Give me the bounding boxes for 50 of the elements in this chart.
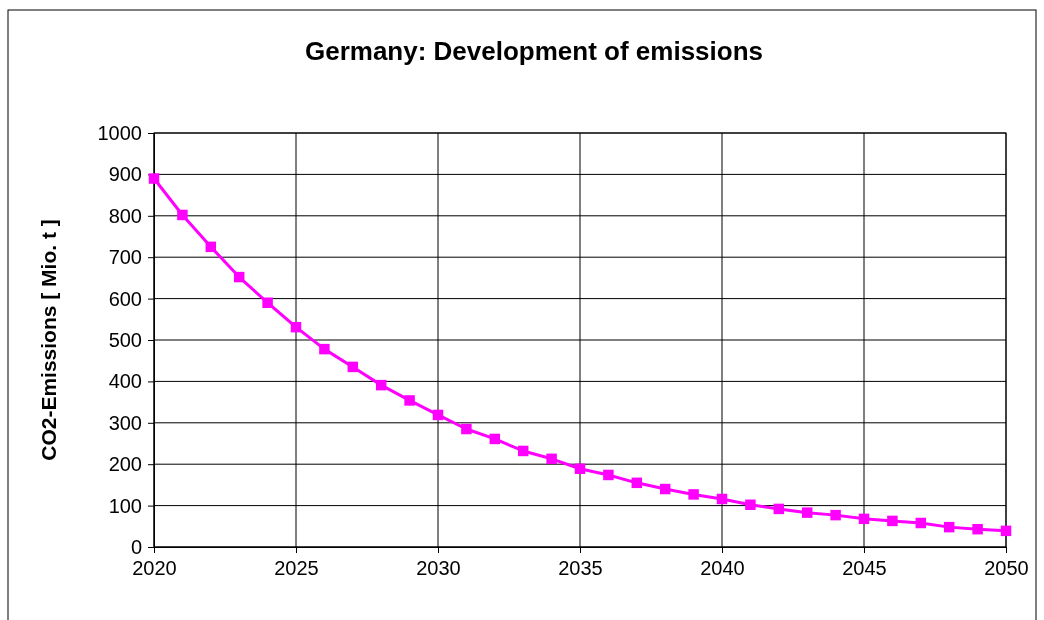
point: [716, 493, 728, 505]
point: [858, 513, 870, 525]
point: [688, 489, 699, 500]
point: [1000, 525, 1012, 537]
y-tick-label: 700: [108, 246, 142, 269]
x-tick-label: 2030: [416, 557, 461, 580]
point: [546, 453, 557, 465]
point: [262, 297, 273, 308]
point: [205, 241, 217, 253]
y-tick-label: 600: [108, 287, 142, 310]
y-tick-label: 500: [108, 328, 142, 351]
point: [290, 321, 302, 333]
point: [659, 483, 671, 495]
point: [972, 523, 983, 535]
point: [801, 507, 813, 518]
point: [830, 509, 841, 521]
y-tick-label: 900: [108, 163, 142, 186]
y-tick-label: 1000: [97, 121, 142, 144]
y-tick-label: 200: [108, 453, 142, 476]
y-tick-label: 400: [108, 370, 142, 393]
point: [517, 445, 529, 457]
point: [489, 433, 501, 445]
y-tick-label: 300: [108, 411, 142, 434]
point: [404, 395, 415, 406]
point: [432, 409, 444, 421]
point: [887, 515, 898, 527]
y-tick-label: 800: [108, 204, 142, 227]
x-tick-label: 2040: [700, 557, 745, 580]
x-tick-label: 2025: [274, 557, 319, 580]
point: [773, 503, 785, 515]
point: [177, 209, 188, 221]
y-axis-title: CO2-Emissions [ Mio. t ]: [37, 219, 60, 461]
point: [461, 423, 472, 435]
x-tick-label: 2020: [132, 557, 177, 580]
chart-title: Germany: Development of emissions: [304, 36, 764, 66]
x-tick-label: 2045: [842, 557, 887, 580]
point: [745, 499, 756, 511]
point: [603, 469, 614, 481]
point: [375, 379, 387, 391]
point: [574, 463, 586, 474]
y-tick-label: 100: [108, 494, 142, 517]
point: [943, 521, 955, 533]
x-tick-label: 2035: [558, 557, 603, 580]
point: [233, 271, 245, 283]
point: [915, 517, 927, 529]
x-tick-label: 2050: [984, 557, 1029, 580]
point: [319, 343, 330, 355]
y-tick-label: 0: [130, 535, 142, 558]
point: [631, 477, 643, 489]
point: [347, 361, 359, 373]
